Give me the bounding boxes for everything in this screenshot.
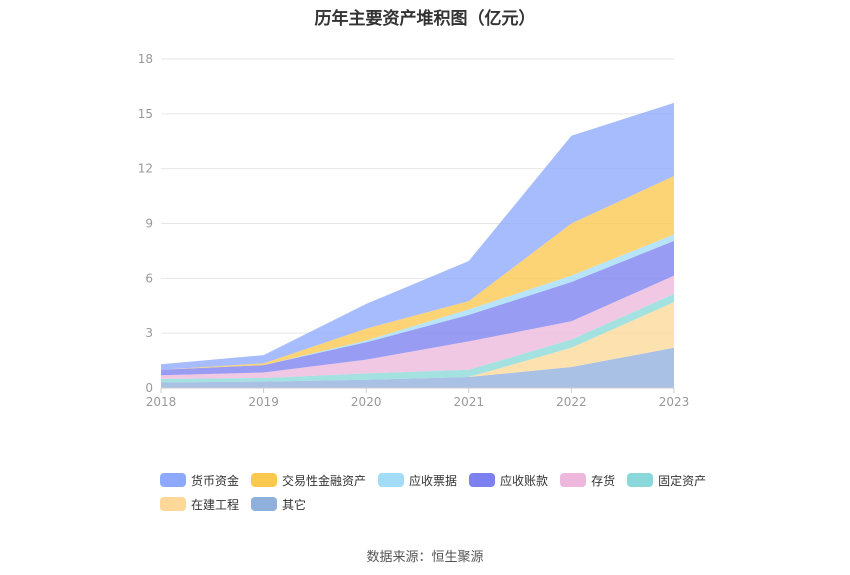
legend-label: 固定资产	[658, 473, 707, 488]
stacked-area-chart: 0 3 6 9 12 15 18 2018 2019 2020 2021 2022 2023	[138, 52, 690, 409]
legend-swatch	[627, 473, 654, 487]
legend-swatch	[160, 497, 186, 511]
y-tick-label: 12	[138, 162, 153, 176]
legend-label: 货币资金	[191, 473, 240, 488]
area-series	[161, 102, 674, 388]
legend-swatch	[160, 473, 186, 487]
y-tick-label: 9	[145, 217, 153, 231]
area-series-4	[161, 240, 674, 376]
data-source: 数据来源：恒生聚源	[366, 550, 484, 565]
x-tick-label: 2023	[659, 395, 690, 409]
x-tick-label: 2019	[248, 395, 279, 409]
legend-swatch	[251, 473, 278, 487]
legend-item[interactable]: 存货	[560, 472, 615, 488]
legend-label: 应收票据	[409, 473, 458, 488]
x-tick-label: 2020	[351, 395, 382, 409]
legend-item[interactable]: 交易性金融资产	[251, 472, 366, 488]
legend-label: 在建工程	[191, 497, 240, 512]
legend-item[interactable]: 应收账款	[469, 472, 548, 488]
legend-item[interactable]: 在建工程	[160, 496, 239, 512]
area-series-1	[161, 302, 674, 383]
chart-title: 历年主要资产堆积图（亿元）	[314, 9, 536, 29]
legend-label: 交易性金融资产	[282, 473, 367, 488]
area-series-0	[161, 347, 674, 388]
area-series-7	[161, 102, 674, 370]
legend-label: 应收账款	[500, 473, 549, 488]
x-tick-label: 2018	[146, 395, 177, 409]
legend-item[interactable]: 货币资金	[160, 472, 239, 488]
y-tick-label: 6	[145, 271, 153, 285]
x-tick-label: 2022	[556, 395, 587, 409]
legend-swatch	[251, 497, 278, 511]
legend-swatch	[560, 473, 587, 487]
y-axis-labels: 0 3 6 9 12 15 18	[138, 52, 153, 395]
legend-swatch	[469, 473, 496, 487]
x-tick-label: 2021	[454, 395, 485, 409]
legend-item[interactable]: 其它	[251, 496, 306, 512]
y-tick-label: 15	[138, 107, 153, 121]
legend-label: 其它	[282, 497, 307, 512]
chart-legend: 货币资金 交易性金融资产 应收票据 应收账款 存货 固定资产在建工程 其它	[160, 472, 720, 512]
x-axis	[160, 387, 675, 393]
area-series-3	[161, 275, 674, 379]
y-tick-label: 3	[145, 326, 153, 340]
legend-item[interactable]: 应收票据	[378, 472, 457, 488]
x-axis-labels: 2018 2019 2020 2021 2022 2023	[146, 395, 690, 409]
y-tick-label: 0	[145, 381, 153, 395]
legend-item[interactable]: 固定资产	[627, 472, 706, 488]
y-tick-label: 18	[138, 52, 153, 66]
legend-label: 存货	[591, 473, 616, 488]
legend-swatch	[378, 473, 405, 487]
area-series-6	[161, 175, 674, 370]
